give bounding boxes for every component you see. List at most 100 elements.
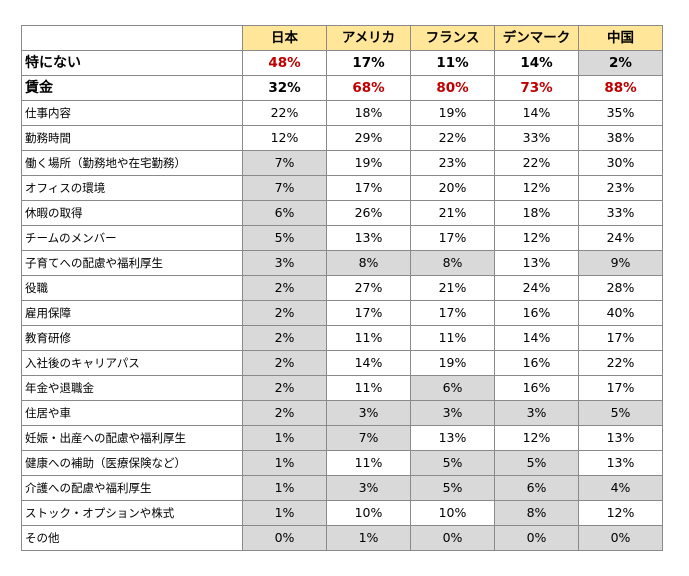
value-cell: 19%	[326, 150, 411, 176]
table-row: 休暇の取得 6% 26% 21% 18% 33%	[21, 200, 663, 226]
value-cell: 12%	[494, 225, 579, 251]
value-cell: 17%	[410, 225, 495, 251]
value-cell: 17%	[578, 325, 663, 351]
row-label: 年金や退職金	[21, 375, 243, 401]
value-cell: 17%	[410, 300, 495, 326]
header-cell: デンマーク	[494, 25, 579, 51]
value-cell: 8%	[410, 250, 495, 276]
table-row: 入社後のキャリアパス 2% 14% 19% 16% 22%	[21, 350, 663, 376]
value-cell: 14%	[494, 325, 579, 351]
table-row: 仕事内容 22% 18% 19% 14% 35%	[21, 100, 663, 126]
value-cell: 68%	[326, 75, 411, 101]
table-row: 子育てへの配慮や福利厚生 3% 8% 8% 13% 9%	[21, 250, 663, 276]
value-cell: 2%	[242, 300, 327, 326]
value-cell: 21%	[410, 275, 495, 301]
row-label: 特にない	[21, 50, 243, 76]
row-label: 役職	[21, 275, 243, 301]
table-row: 役職 2% 27% 21% 24% 28%	[21, 275, 663, 301]
row-label: 健康への補助（医療保険など）	[21, 450, 243, 476]
value-cell: 12%	[578, 500, 663, 526]
value-cell: 48%	[242, 50, 327, 76]
value-cell: 10%	[326, 500, 411, 526]
value-cell: 73%	[494, 75, 579, 101]
value-cell: 24%	[494, 275, 579, 301]
value-cell: 11%	[410, 325, 495, 351]
value-cell: 13%	[578, 450, 663, 476]
value-cell: 0%	[410, 525, 495, 551]
value-cell: 16%	[494, 300, 579, 326]
value-cell: 80%	[410, 75, 495, 101]
value-cell: 19%	[410, 100, 495, 126]
value-cell: 3%	[242, 250, 327, 276]
header-cell: 日本	[242, 25, 327, 51]
value-cell: 40%	[578, 300, 663, 326]
value-cell: 1%	[242, 425, 327, 451]
value-cell: 6%	[494, 475, 579, 501]
row-label: 賃金	[21, 75, 243, 101]
table-row: 住居や車 2% 3% 3% 3% 5%	[21, 400, 663, 426]
value-cell: 13%	[326, 225, 411, 251]
comparison-table: 日本 アメリカ フランス デンマーク 中国 特にない 48% 17% 11% 14% 2%…	[21, 25, 663, 551]
value-cell: 32%	[242, 75, 327, 101]
row-label: 子育てへの配慮や福利厚生	[21, 250, 243, 276]
value-cell: 20%	[410, 175, 495, 201]
value-cell: 2%	[242, 375, 327, 401]
value-cell: 1%	[242, 500, 327, 526]
value-cell: 1%	[326, 525, 411, 551]
value-cell: 11%	[326, 375, 411, 401]
row-label: 介護への配慮や福利厚生	[21, 475, 243, 501]
value-cell: 33%	[494, 125, 579, 151]
table-row: チームのメンバー 5% 13% 17% 12% 24%	[21, 225, 663, 251]
row-label: 仕事内容	[21, 100, 243, 126]
value-cell: 17%	[326, 175, 411, 201]
row-label: 雇用保障	[21, 300, 243, 326]
value-cell: 4%	[578, 475, 663, 501]
header-cell: 中国	[578, 25, 663, 51]
table-row: 特にない 48% 17% 11% 14% 2%	[21, 50, 663, 76]
table-row: 雇用保障 2% 17% 17% 16% 40%	[21, 300, 663, 326]
value-cell: 23%	[578, 175, 663, 201]
value-cell: 14%	[494, 50, 579, 76]
value-cell: 13%	[410, 425, 495, 451]
table-row: 介護への配慮や福利厚生 1% 3% 5% 6% 4%	[21, 475, 663, 501]
table-row: 賃金 32% 68% 80% 73% 88%	[21, 75, 663, 101]
value-cell: 12%	[242, 125, 327, 151]
value-cell: 22%	[578, 350, 663, 376]
value-cell: 10%	[410, 500, 495, 526]
value-cell: 33%	[578, 200, 663, 226]
value-cell: 24%	[578, 225, 663, 251]
value-cell: 5%	[410, 475, 495, 501]
value-cell: 3%	[326, 475, 411, 501]
value-cell: 11%	[410, 50, 495, 76]
value-cell: 16%	[494, 375, 579, 401]
row-label: 勤務時間	[21, 125, 243, 151]
value-cell: 2%	[242, 275, 327, 301]
value-cell: 0%	[578, 525, 663, 551]
row-label: 働く場所（勤務地や在宅勤務）	[21, 150, 243, 176]
value-cell: 29%	[326, 125, 411, 151]
value-cell: 7%	[242, 150, 327, 176]
value-cell: 16%	[494, 350, 579, 376]
table-row: 健康への補助（医療保険など） 1% 11% 5% 5% 13%	[21, 450, 663, 476]
value-cell: 2%	[578, 50, 663, 76]
row-label: 休暇の取得	[21, 200, 243, 226]
row-label: チームのメンバー	[21, 225, 243, 251]
row-label: 入社後のキャリアパス	[21, 350, 243, 376]
value-cell: 0%	[494, 525, 579, 551]
value-cell: 17%	[326, 300, 411, 326]
value-cell: 27%	[326, 275, 411, 301]
value-cell: 14%	[326, 350, 411, 376]
value-cell: 7%	[242, 175, 327, 201]
table-row: 勤務時間 12% 29% 22% 33% 38%	[21, 125, 663, 151]
value-cell: 5%	[242, 225, 327, 251]
row-label: その他	[21, 525, 243, 551]
table-row: 教育研修 2% 11% 11% 14% 17%	[21, 325, 663, 351]
table-row: 妊娠・出産への配慮や福利厚生 1% 7% 13% 12% 13%	[21, 425, 663, 451]
value-cell: 6%	[242, 200, 327, 226]
row-label: オフィスの環境	[21, 175, 243, 201]
corner-cell	[21, 25, 243, 51]
value-cell: 2%	[242, 350, 327, 376]
value-cell: 35%	[578, 100, 663, 126]
value-cell: 3%	[410, 400, 495, 426]
value-cell: 21%	[410, 200, 495, 226]
